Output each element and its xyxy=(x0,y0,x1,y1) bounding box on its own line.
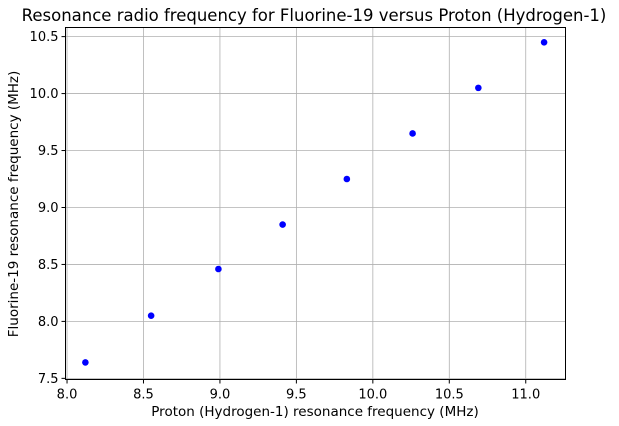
x-tick-label: 10.5 xyxy=(435,388,464,403)
y-axis-label: Fluorine-19 resonance frequency (MHz) xyxy=(6,71,22,338)
x-tick-label: 8.5 xyxy=(133,388,154,403)
data-point xyxy=(409,130,416,137)
x-tick-label: 8.0 xyxy=(57,388,78,403)
y-tick-label: 7.5 xyxy=(38,372,59,387)
data-point xyxy=(82,359,89,366)
y-tick-label: 9.5 xyxy=(38,144,59,159)
data-point xyxy=(215,265,222,273)
x-tick-label: 10.0 xyxy=(358,388,387,403)
y-tick-label: 10.0 xyxy=(30,87,59,102)
grid-lines xyxy=(65,27,566,380)
data-point xyxy=(279,221,286,228)
chart-title: Resonance radio frequency for Fluorine-1… xyxy=(22,6,607,25)
y-tick-label: 8.5 xyxy=(38,258,59,273)
data-point xyxy=(475,84,482,92)
axis-ticks: 8.0 8.5 9.0 9.5 10.0 10.5 11.07.58.08.59.09.51… xyxy=(30,30,541,402)
x-tick-label: 9.0 xyxy=(210,388,231,403)
x-axis-label: Proton (Hydrogen-1) resonance frequency … xyxy=(151,404,478,420)
y-tick-label: 8.0 xyxy=(38,315,59,330)
data-point xyxy=(540,39,548,46)
data-point xyxy=(343,175,351,183)
x-tick-label: 9.5 xyxy=(286,388,307,403)
y-tick-label: 9.0 xyxy=(38,201,59,216)
plot-frame xyxy=(65,27,566,380)
data-points xyxy=(82,39,548,366)
x-tick-label: 11.0 xyxy=(511,388,540,403)
y-tick-label: 10.5 xyxy=(30,30,59,45)
data-point xyxy=(147,312,155,320)
